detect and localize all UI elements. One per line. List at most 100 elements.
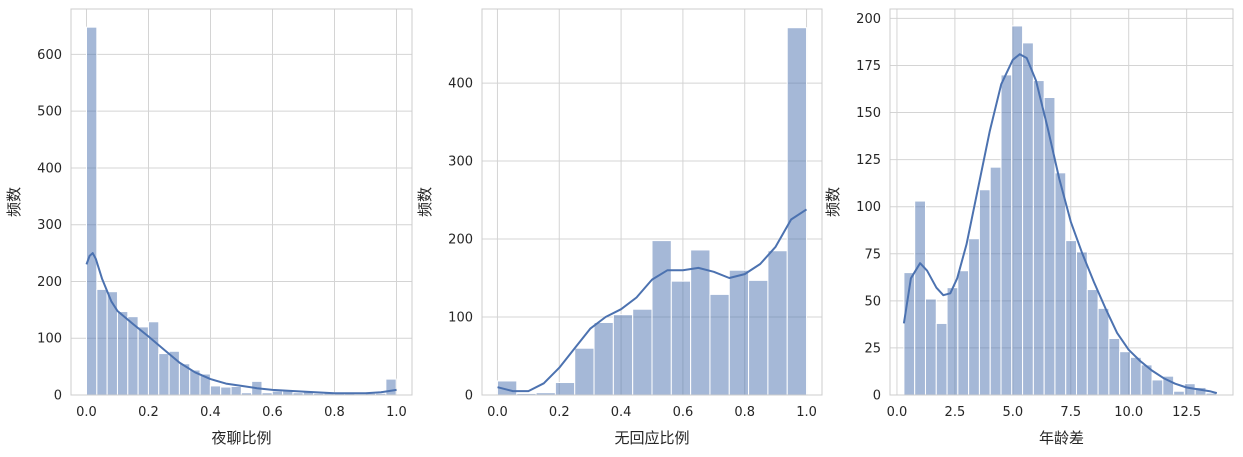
y-axis-label: 频数 bbox=[416, 187, 434, 217]
y-tick-label: 300 bbox=[448, 155, 473, 170]
x-axis-label: 无回应比例 bbox=[614, 429, 689, 447]
y-tick-label: 300 bbox=[37, 218, 62, 233]
histogram-bar bbox=[728, 269, 750, 396]
histogram-bar bbox=[1108, 338, 1121, 396]
y-tick-label: 0 bbox=[465, 389, 473, 404]
x-tick-label: 1.0 bbox=[386, 405, 407, 420]
histogram-bar bbox=[1119, 351, 1131, 396]
histogram-bar bbox=[220, 386, 232, 396]
histogram-bar bbox=[1173, 390, 1185, 396]
axes-frame bbox=[481, 8, 823, 396]
y-tick-label: 75 bbox=[864, 247, 881, 262]
x-tick-label: 0.8 bbox=[734, 405, 755, 420]
histogram-bar bbox=[968, 238, 980, 396]
y-tick-label: 150 bbox=[856, 106, 881, 121]
histogram-bar bbox=[989, 166, 1002, 396]
histogram-bar bbox=[1054, 172, 1067, 396]
histogram-bar bbox=[230, 385, 242, 396]
x-tick-label: 0.4 bbox=[611, 405, 632, 420]
kde-line bbox=[85, 252, 397, 395]
histogram-bar bbox=[914, 200, 926, 396]
histogram-bar bbox=[158, 353, 170, 396]
histogram-bar bbox=[127, 316, 139, 396]
y-tick-label: 400 bbox=[37, 161, 62, 176]
x-tick-label: 0.0 bbox=[76, 405, 97, 420]
x-axis-label: 年龄差 bbox=[1039, 429, 1084, 447]
x-tick-label: 12.5 bbox=[1172, 405, 1201, 420]
y-tick-label: 50 bbox=[864, 294, 881, 309]
y-tick-label: 100 bbox=[37, 332, 62, 347]
histogram-bar bbox=[271, 390, 284, 396]
axes-frame bbox=[70, 8, 413, 396]
x-tick-label: 0.8 bbox=[324, 405, 345, 420]
y-tick-label: 25 bbox=[864, 341, 881, 356]
histogram-bar bbox=[670, 280, 692, 396]
histogram-bar bbox=[86, 26, 98, 396]
histogram-bar bbox=[1011, 25, 1024, 396]
x-tick-label: 0.6 bbox=[262, 405, 283, 420]
y-tick-label: 200 bbox=[448, 233, 473, 248]
y-tick-label: 100 bbox=[856, 200, 881, 215]
chart-1: 0.0 0.2 0.4 0.6 0.8 1.0 0 100 200 300 400 500 600 夜聊比… bbox=[5, 8, 413, 447]
x-tick-label: 7.5 bbox=[1060, 405, 1081, 420]
x-tick-label: 10.0 bbox=[1114, 405, 1143, 420]
x-tick-label: 0.0 bbox=[887, 405, 908, 420]
y-axis-label: 频数 bbox=[824, 187, 842, 217]
histogram-bar bbox=[748, 279, 769, 396]
histogram-bar bbox=[1032, 80, 1045, 396]
histogram-bar bbox=[574, 347, 595, 396]
histogram-bar bbox=[612, 314, 634, 396]
kde-line bbox=[902, 53, 1218, 395]
histogram-bar bbox=[1151, 379, 1164, 396]
y-tick-label: 0 bbox=[54, 389, 62, 404]
x-tick-label: 0.6 bbox=[673, 405, 694, 420]
x-tick-label: 0.0 bbox=[487, 405, 508, 420]
chart-2: 0.0 0.2 0.4 0.6 0.8 1.0 0 100 200 300 400 无回应比例 频数 bbox=[416, 8, 823, 447]
x-tick-label: 2.5 bbox=[945, 405, 966, 420]
histogram-bar bbox=[632, 308, 653, 396]
histogram-bar bbox=[935, 322, 948, 396]
histogram-bar bbox=[385, 378, 397, 396]
y-axis-label: 频数 bbox=[5, 187, 23, 217]
y-tick-label: 600 bbox=[37, 48, 62, 63]
histogram-bar bbox=[1097, 307, 1110, 396]
histogram-bar bbox=[1086, 289, 1099, 396]
histogram-bar bbox=[767, 250, 788, 396]
histogram-bar bbox=[978, 189, 991, 396]
histogram-bar bbox=[709, 293, 730, 396]
histogram-bar bbox=[651, 240, 672, 396]
histogram-bar bbox=[924, 298, 937, 396]
kde-line bbox=[497, 208, 808, 393]
x-tick-label: 0.4 bbox=[200, 405, 221, 420]
histogram-bar bbox=[946, 287, 959, 396]
y-tick-label: 125 bbox=[856, 153, 881, 168]
histogram-bar bbox=[1129, 356, 1142, 396]
x-tick-label: 0.2 bbox=[138, 405, 159, 420]
histogram-bar bbox=[1022, 42, 1034, 396]
y-tick-label: 400 bbox=[448, 77, 473, 92]
histogram-bar bbox=[593, 321, 614, 396]
histogram-bar bbox=[116, 311, 129, 396]
histogram-bar bbox=[1065, 240, 1078, 396]
histogram-bar bbox=[1000, 74, 1013, 396]
histogram-bar bbox=[1043, 96, 1056, 396]
histogram-bar bbox=[957, 270, 970, 396]
histogram-bar bbox=[690, 249, 711, 396]
histogram-bar bbox=[209, 385, 222, 396]
histogram-bar bbox=[96, 288, 108, 396]
x-tick-label: 1.0 bbox=[796, 405, 817, 420]
y-tick-label: 100 bbox=[448, 311, 473, 326]
x-tick-label: 0.2 bbox=[549, 405, 570, 420]
histogram-bar bbox=[147, 321, 160, 396]
y-tick-label: 200 bbox=[37, 275, 62, 290]
x-axis-label: 夜聊比例 bbox=[211, 429, 271, 447]
y-tick-label: 0 bbox=[873, 389, 881, 404]
x-tick-label: 5.0 bbox=[1002, 405, 1023, 420]
histogram-bar bbox=[1076, 251, 1088, 396]
y-tick-label: 200 bbox=[856, 12, 881, 27]
histogram-bar bbox=[137, 326, 149, 396]
chart-3: 0.0 2.5 5.0 7.5 10.0 12.5 0 25 50 75 100 125 150 175 2… bbox=[824, 8, 1234, 447]
histogram-bar bbox=[554, 382, 576, 396]
y-tick-label: 175 bbox=[856, 59, 881, 74]
